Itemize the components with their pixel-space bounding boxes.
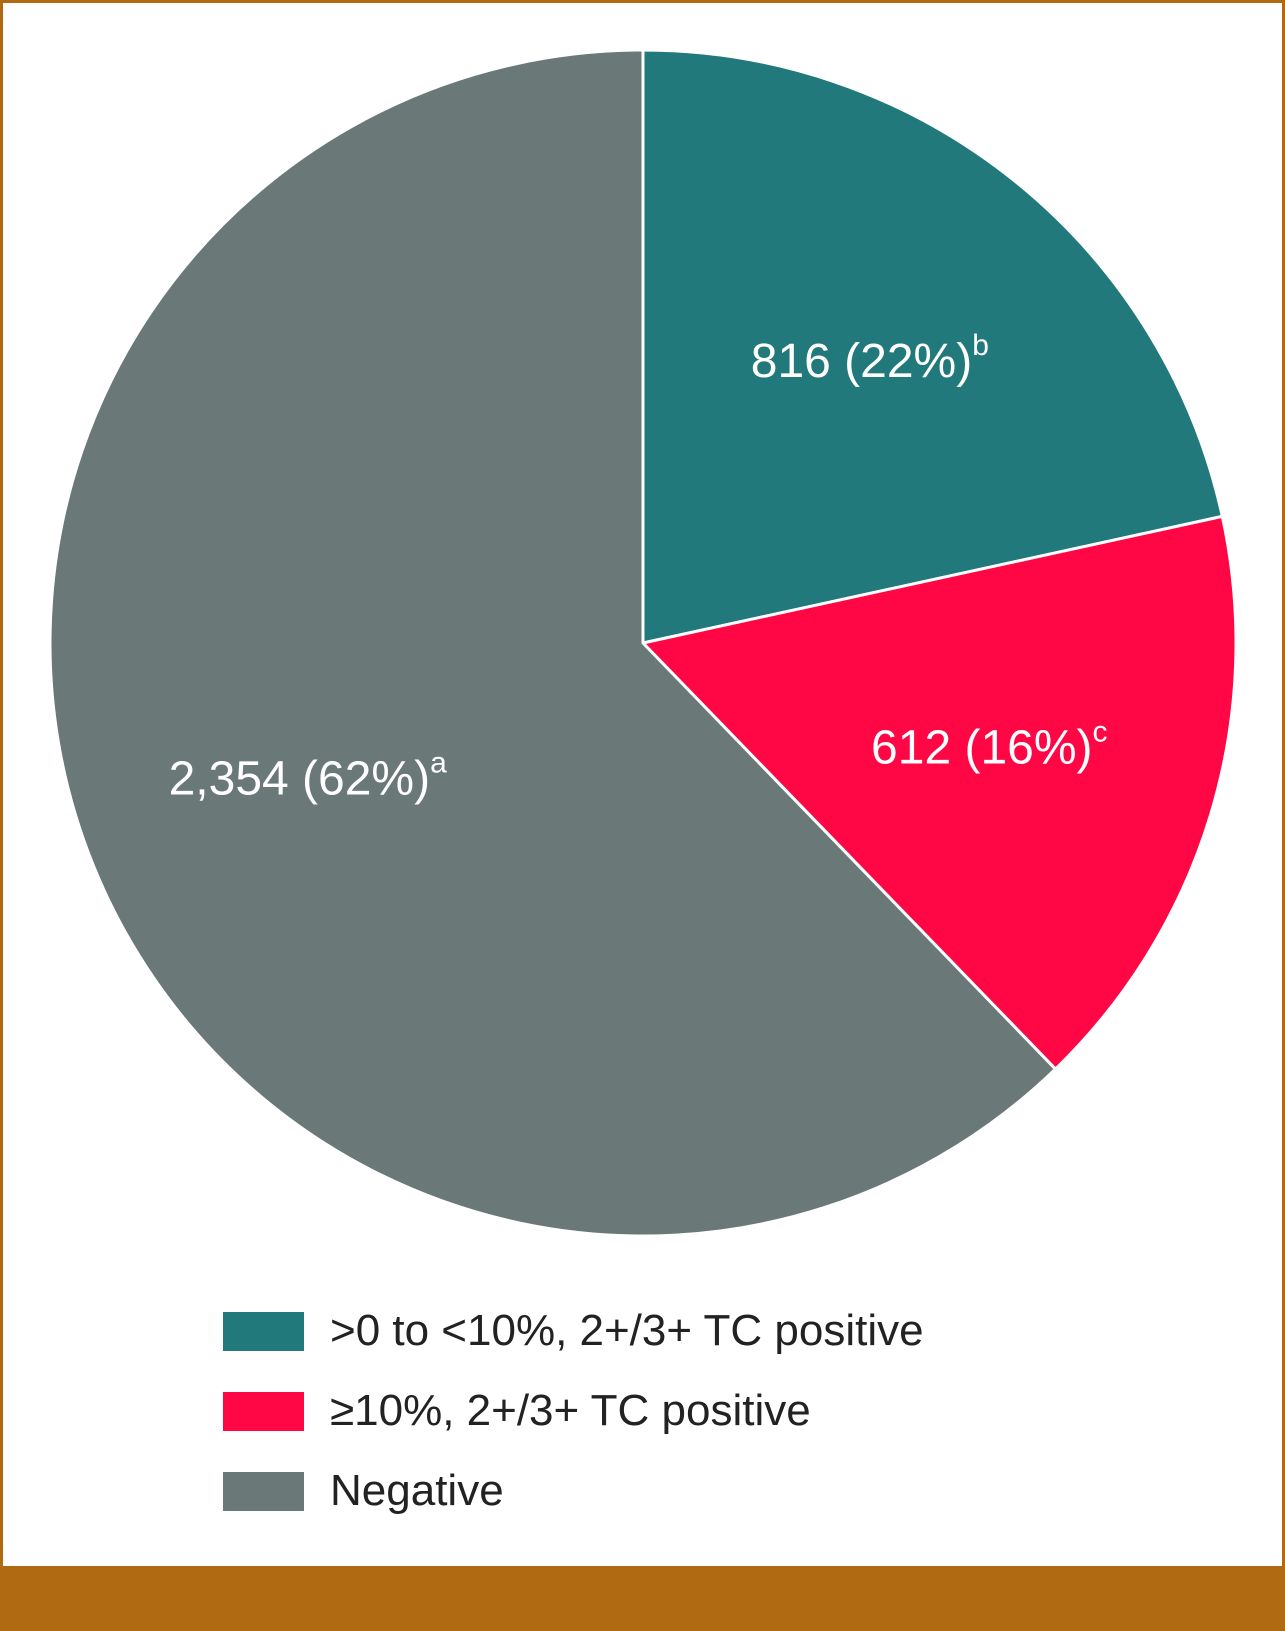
slice-label-negative: 2,354 (62%)a [169, 747, 448, 806]
pie-chart: 816 (22%)b 612 (16%)c 2,354 (62%)a [48, 48, 1238, 1238]
slice-label-high-positive: 612 (16%)c [871, 716, 1107, 775]
slice-label-low-positive: 816 (22%)b [751, 329, 989, 388]
bottom-bar [0, 1566, 1285, 1631]
slice-footnote-high-positive: c [1093, 716, 1108, 749]
legend-swatch-high-positive [223, 1392, 304, 1431]
pie-slice-low-positive [641, 48, 1224, 645]
slice-value-high-positive: 612 (16%) [871, 722, 1092, 775]
slice-value-negative: 2,354 (62%) [169, 753, 431, 806]
pie-slice-high-positive [641, 514, 1238, 1071]
pie-slice-negative [48, 48, 1057, 1238]
slice-footnote-negative: a [430, 747, 447, 780]
legend-swatch-negative [223, 1472, 304, 1511]
legend-label-low-positive: >0 to <10%, 2+/3+ TC positive [330, 1306, 924, 1355]
slice-value-low-positive: 816 (22%) [751, 335, 972, 388]
legend-label-negative: Negative [330, 1466, 504, 1515]
legend-swatch-low-positive [223, 1312, 304, 1351]
legend-label-high-positive: ≥10%, 2+/3+ TC positive [330, 1386, 811, 1435]
slice-footnote-low-positive: b [972, 329, 989, 362]
